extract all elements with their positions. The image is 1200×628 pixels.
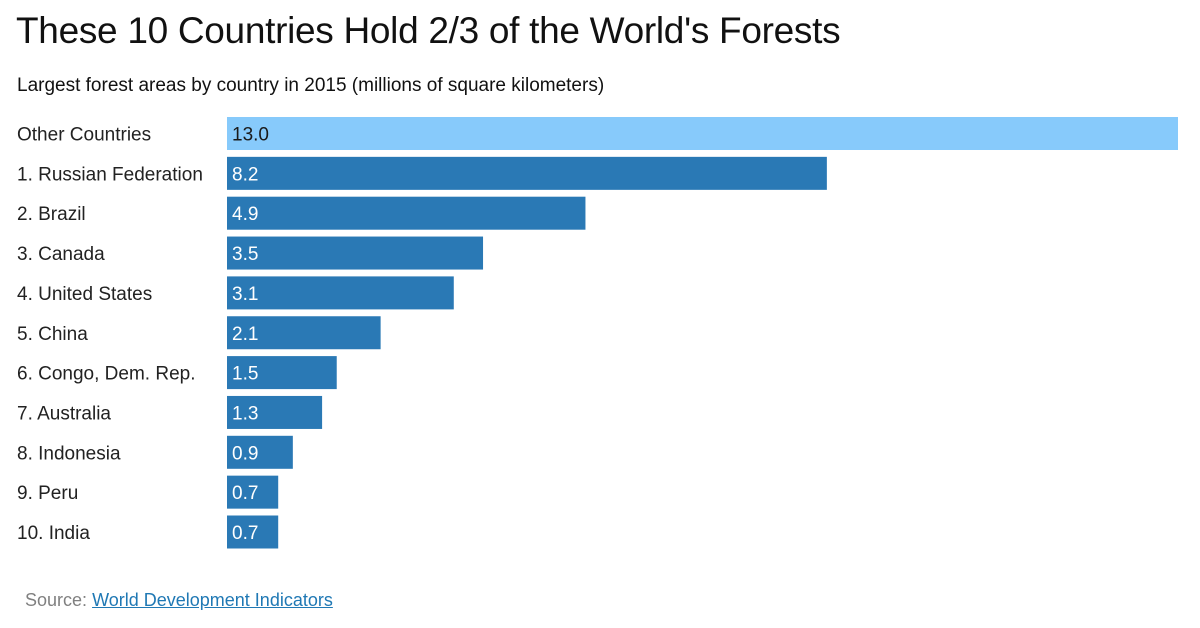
chart-title: These 10 Countries Hold 2/3 of the World… [16, 10, 841, 51]
category-label: 1. Russian Federation [17, 164, 203, 185]
value-label: 0.7 [232, 523, 258, 544]
value-label: 2.1 [232, 324, 258, 345]
bar [227, 117, 1178, 150]
value-label: 4.9 [232, 204, 258, 225]
bar [227, 475, 279, 509]
bar [227, 156, 827, 190]
source-note: Source: World Development Indicators [25, 590, 333, 611]
bar [227, 435, 293, 469]
bar [227, 356, 337, 390]
bar [227, 316, 381, 350]
value-label: 1.5 [232, 364, 258, 385]
value-label: 3.5 [232, 244, 258, 265]
value-label: 3.1 [232, 284, 258, 305]
category-label: 7. Australia [17, 403, 111, 424]
bar [227, 236, 484, 270]
category-label: Other Countries [17, 125, 151, 146]
category-label: 8. Indonesia [17, 443, 121, 464]
source-link[interactable]: World Development Indicators [92, 590, 333, 610]
category-label: 3. Canada [17, 244, 105, 265]
value-label: 8.2 [232, 164, 258, 185]
bar-chart: Other Countries 13.0 1. Russian Federation… [17, 117, 1178, 549]
bar [227, 515, 279, 549]
value-label: 1.3 [232, 403, 258, 424]
category-label: 2. Brazil [17, 204, 86, 225]
category-label: 5. China [17, 324, 88, 345]
source-label: Source: [25, 590, 88, 610]
bar [227, 395, 323, 429]
category-label: 9. Peru [17, 483, 78, 504]
category-label: 6. Congo, Dem. Rep. [17, 364, 195, 385]
category-label: 10. India [17, 523, 90, 544]
value-label: 0.7 [232, 483, 258, 504]
value-label: 13.0 [232, 125, 269, 146]
bar [227, 276, 454, 310]
value-label: 0.9 [232, 443, 258, 464]
chart-subtitle: Largest forest areas by country in 2015 … [17, 75, 605, 96]
category-label: 4. United States [17, 284, 152, 305]
bar [227, 196, 586, 230]
